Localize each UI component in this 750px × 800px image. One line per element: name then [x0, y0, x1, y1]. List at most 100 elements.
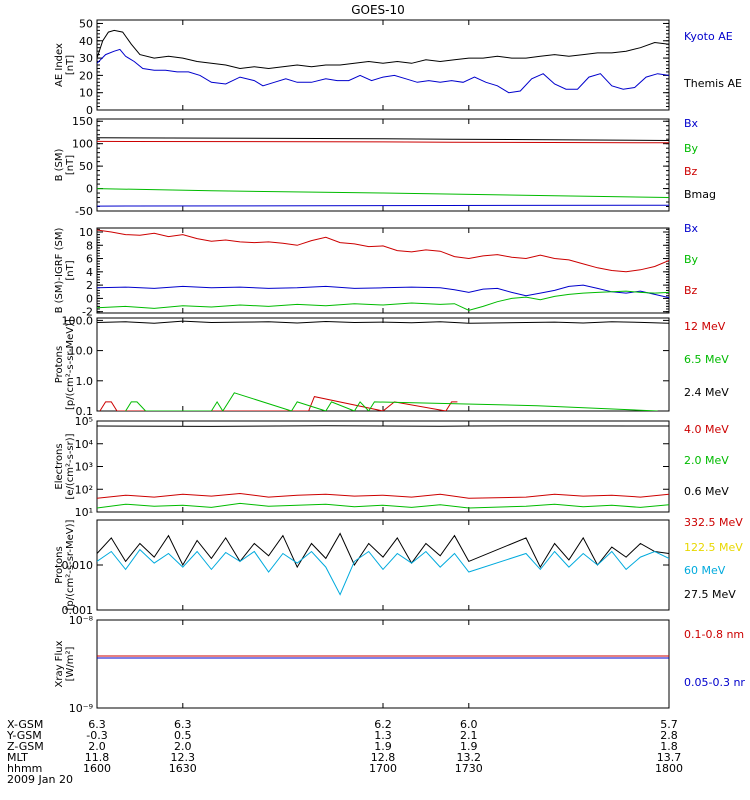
- legend-label: 0.1-0.8 nm: [684, 628, 744, 641]
- series-line-27-5-mev: [97, 532, 669, 569]
- y-tick-label: 10.0: [69, 345, 94, 358]
- legend-label: By: [684, 142, 699, 155]
- y-axis-label: AE Index: [54, 43, 65, 87]
- series-line-4-0-mev: [97, 492, 669, 499]
- y-axis-label: [nT]: [65, 155, 76, 175]
- y-axis-label: Electrons: [54, 443, 65, 489]
- y-tick-label: 10⁵: [75, 415, 93, 428]
- series-line-2-0-mev: [97, 502, 669, 509]
- legend-label: 12 MeV: [684, 320, 726, 333]
- series-line-by: [97, 290, 669, 311]
- x-axis-value: 2.8: [660, 729, 678, 742]
- panel-frame: [96, 227, 670, 314]
- y-tick-label: 0.1: [76, 405, 94, 418]
- legend-label: Bx: [684, 117, 699, 130]
- x-axis-value: 2.1: [460, 729, 478, 742]
- series-line-by: [97, 188, 669, 198]
- panel-frame: [96, 420, 670, 513]
- y-tick-label: 10: [79, 226, 93, 239]
- panel-protons: 0.1 1.0 10.0 100.0 Protons [p/(cm²-s-sr-MeV)]…: [54, 314, 729, 418]
- legend-label: Bz: [684, 284, 698, 297]
- x-axis-value: 5.7: [660, 718, 678, 731]
- x-axis-value: 2.0: [174, 740, 192, 753]
- y-tick-label: 50: [79, 17, 93, 30]
- y-tick-label: 8: [86, 239, 93, 252]
- series-line-60-mev: [97, 548, 669, 596]
- x-axis-value: 12.3: [171, 751, 196, 764]
- legend-label: Bx: [684, 222, 699, 235]
- legend-label: 2.4 MeV: [684, 386, 729, 399]
- x-axis-value: 1630: [169, 762, 197, 775]
- series-line-themis-ae: [97, 29, 669, 70]
- y-axis-label: [W/m²]: [65, 646, 76, 681]
- y-tick-label: 10²: [75, 483, 93, 496]
- panel-frame: [96, 19, 670, 111]
- y-tick-label: -50: [75, 205, 93, 218]
- y-tick-label: 1.0: [76, 375, 94, 388]
- x-axis-value: 6.0: [460, 718, 478, 731]
- legend-label: 0.6 MeV: [684, 485, 729, 498]
- x-axis-value: 6.2: [374, 718, 392, 731]
- y-axis-label: B (SM)-IGRF (SM): [54, 228, 65, 314]
- y-tick-label: 0: [86, 292, 93, 305]
- legend-label: 60 MeV: [684, 564, 726, 577]
- x-row-label-ygsm: Y-GSM: [6, 729, 42, 742]
- y-axis-label: [nT]: [65, 260, 76, 280]
- series-line-bz: [97, 229, 669, 273]
- y-tick-label: 100.0: [62, 314, 94, 327]
- series-line-bmag: [97, 137, 669, 141]
- x-axis-value: 1.9: [460, 740, 478, 753]
- legend-label: Bmag: [684, 188, 716, 201]
- x-axis-value: 1.8: [660, 740, 678, 753]
- date-label: 2009 Jan 20: [7, 773, 73, 786]
- x-axis-value: 13.7: [657, 751, 682, 764]
- x-axis-value: 1800: [655, 762, 683, 775]
- x-axis-value: 13.2: [457, 751, 482, 764]
- legend-label: By: [684, 253, 699, 266]
- legend-label: Kyoto AE: [684, 30, 733, 43]
- series-line-12-mev: [99, 396, 458, 411]
- y-tick-label: 2: [86, 279, 93, 292]
- legend-label: 4.0 MeV: [684, 423, 729, 436]
- y-tick-label: 0: [86, 104, 93, 117]
- y-tick-label: 0: [86, 183, 93, 196]
- y-axis-label: B (SM): [54, 148, 65, 181]
- plot-title: GOES-10: [351, 3, 405, 17]
- x-axis-value: 11.8: [85, 751, 110, 764]
- x-axis-value: -0.3: [86, 729, 107, 742]
- legend-label: 122.5 MeV: [684, 541, 743, 554]
- series-line-bz: [97, 140, 669, 144]
- panel-electrons: 10¹ 10² 10³ 10⁴ 10⁵ Electrons [e/(cm²-s-sr)] 4.…: [54, 415, 729, 519]
- y-tick-label: 10⁻⁸: [69, 614, 94, 627]
- legend-label: 332.5 MeV: [684, 516, 743, 529]
- x-row-label-zgsm: Z-GSM: [7, 740, 44, 753]
- y-tick-label: 30: [79, 52, 93, 65]
- legend-label: 0.05-0.3 nr: [684, 676, 745, 689]
- series-line-bx: [97, 284, 669, 299]
- legend-label: Bz: [684, 165, 698, 178]
- y-tick-label: 4: [86, 266, 93, 279]
- legend-label: 2.0 MeV: [684, 454, 729, 467]
- y-tick-label: 0.001: [62, 604, 94, 617]
- y-axis-label: [p/(cm²-s-sr-MeV)]: [65, 319, 76, 410]
- x-axis-value: 1700: [369, 762, 397, 775]
- panel-xray: 10⁻⁹ 10⁻⁸ Xray Flux [W/m²] 0.1-0.8 nm 0.05-0.…: [54, 614, 745, 715]
- panel-frame: [96, 317, 670, 412]
- y-axis-label: [e/(cm²-s-sr)]: [65, 433, 76, 499]
- x-row-label-hhmm: hhmm: [7, 762, 42, 775]
- x-axis-table: X-GSM Y-GSM Z-GSM MLT hhmm 2009 Jan 20 6…: [6, 718, 683, 786]
- y-tick-label: 150: [72, 115, 93, 128]
- y-axis-label: Xray Flux: [54, 640, 65, 687]
- y-tick-label: 20: [79, 69, 93, 82]
- y-tick-label: 10¹: [75, 506, 93, 519]
- x-axis-value: 1.9: [374, 740, 392, 753]
- series-line-6-5-mev: [125, 392, 658, 411]
- series-line-0-6-mev: [97, 425, 669, 427]
- x-row-label-mlt: MLT: [7, 751, 28, 764]
- y-tick-label: 10⁻⁹: [69, 702, 93, 715]
- legend-label: 6.5 MeV: [684, 353, 729, 366]
- x-axis-value: 2.0: [88, 740, 106, 753]
